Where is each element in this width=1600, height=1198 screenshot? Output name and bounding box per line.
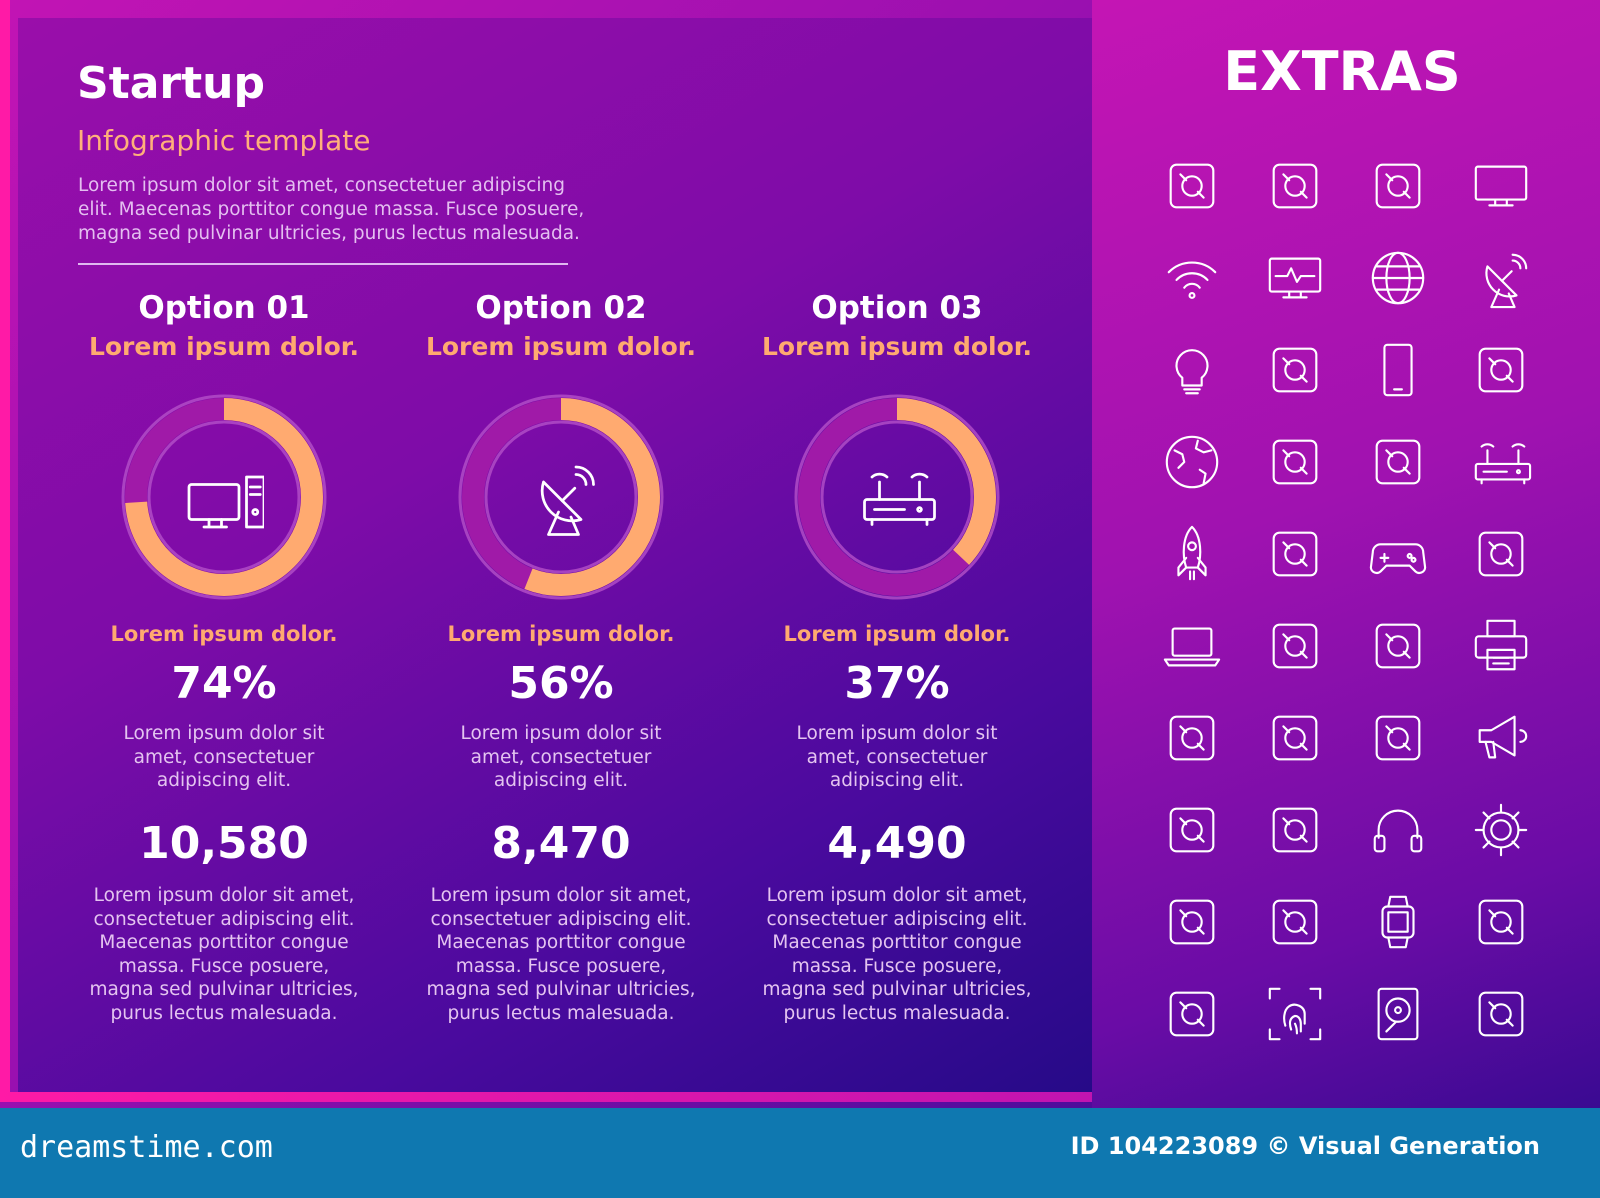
drone-icon — [1449, 876, 1552, 968]
cloud-monitor-icon — [1243, 692, 1346, 784]
option-number: 8,470 — [491, 818, 631, 869]
option-percent: 37% — [844, 658, 950, 709]
footer: dreamstime.com ID 104223089 © Visual Gen… — [0, 1108, 1600, 1198]
donut-fill — [798, 398, 996, 596]
donut-fill — [462, 398, 660, 596]
hard-drive-icon — [1346, 968, 1449, 1060]
footer-credit: ID 104223089 © Visual Generation — [1070, 1132, 1540, 1160]
option-label: Lorem ipsum dolor. — [110, 622, 338, 646]
smartphone-icon — [1346, 324, 1449, 416]
footer-logo: dreamstime.com — [20, 1130, 273, 1165]
donut-inner-ring — [820, 420, 974, 574]
intro-text: Lorem ipsum dolor sit amet, consectetuer… — [78, 175, 585, 244]
wifi-icon — [1140, 232, 1243, 324]
option-description: Lorem ipsum dolor sit amet, consectetuer… — [123, 723, 325, 791]
vr-user-icon — [1140, 692, 1243, 784]
satellite-dish-icon — [1449, 232, 1552, 324]
page-subtitle: Infographic template — [77, 124, 371, 157]
fingerprint-icon — [1243, 968, 1346, 1060]
gear-icon — [1449, 784, 1552, 876]
option-column: Option 02 Lorem ipsum dolor. Lorem ipsum… — [396, 290, 726, 1025]
option-paragraph: Lorem ipsum dolor sit amet, consectetuer… — [426, 885, 696, 1024]
progress-donut — [456, 392, 666, 602]
option-title: Option 03 — [811, 290, 983, 326]
device-sync-icon — [1243, 600, 1346, 692]
pink-border-bottom — [0, 1092, 1100, 1102]
donut-inner-ring — [484, 420, 638, 574]
option-description: Lorem ipsum dolor sit amet, consectetuer… — [796, 723, 998, 791]
pink-border-left — [0, 0, 10, 1100]
page-title: Startup — [77, 58, 265, 109]
smartphone-wifi-icon — [1243, 140, 1346, 232]
option-label: Lorem ipsum dolor. — [783, 622, 1011, 646]
rocket-icon — [1140, 508, 1243, 600]
option-description: Lorem ipsum dolor sit amet, consectetuer… — [460, 723, 662, 791]
globe-www-icon — [1346, 232, 1449, 324]
option-percent: 56% — [508, 658, 614, 709]
extras-panel — [1092, 0, 1600, 1108]
option-subtitle: Lorem ipsum dolor. — [425, 332, 697, 361]
3d-printer-icon — [1449, 968, 1552, 1060]
main-panel — [18, 18, 1092, 1092]
donut-outer-ring — [458, 394, 664, 600]
donut-fill — [125, 398, 323, 596]
satellite-icon — [1346, 600, 1449, 692]
router-icon — [857, 457, 937, 537]
phone-vibrate-icon — [1243, 416, 1346, 508]
option-number: 4,490 — [827, 818, 967, 869]
option-subtitle: Lorem ipsum dolor. — [761, 332, 1033, 361]
monitor-pulse-icon — [1243, 232, 1346, 324]
megaphone-icon — [1449, 692, 1552, 784]
option-label: Lorem ipsum dolor. — [447, 622, 675, 646]
laptop-icon — [1140, 600, 1243, 692]
donut-outer-ring — [794, 394, 1000, 600]
donut-outer-ring — [121, 394, 327, 600]
donut-inner-ring — [147, 420, 301, 574]
lightbulb-icon — [1140, 324, 1243, 416]
projector-icon — [1449, 508, 1552, 600]
devices-icon — [1140, 140, 1243, 232]
molecule-icon — [1449, 324, 1552, 416]
extras-title: EXTRAS — [1223, 40, 1461, 103]
cloud-phone-icon — [1243, 324, 1346, 416]
satellite-dish-icon — [521, 457, 601, 537]
option-subtitle: Lorem ipsum dolor. — [88, 332, 360, 361]
game-console-icon — [1346, 416, 1449, 508]
option-title: Option 01 — [138, 290, 310, 326]
extras-icon-grid — [1140, 140, 1552, 1060]
option-title: Option 02 — [475, 290, 647, 326]
monitor-icon — [1449, 140, 1552, 232]
hand-phone-icon — [1243, 784, 1346, 876]
divider — [78, 263, 568, 265]
option-percent: 74% — [171, 658, 277, 709]
printer-icon — [1449, 600, 1552, 692]
progress-donut — [792, 392, 1002, 602]
headphones-icon — [1346, 784, 1449, 876]
option-column: Option 01 Lorem ipsum dolor. Lorem ipsum… — [59, 290, 389, 1025]
desktop-computer-icon — [184, 457, 264, 537]
gamepad-icon — [1346, 508, 1449, 600]
rocket-launch-icon — [1346, 692, 1449, 784]
chip-icon — [1346, 140, 1449, 232]
smartwatch-hand-icon — [1140, 876, 1243, 968]
earth-icon — [1140, 416, 1243, 508]
vr-headset-icon — [1140, 784, 1243, 876]
router-icon — [1449, 416, 1552, 508]
option-number: 10,580 — [139, 818, 309, 869]
touch-screen-icon — [1243, 508, 1346, 600]
touch-phone-icon — [1243, 876, 1346, 968]
option-column: Option 03 Lorem ipsum dolor. Lorem ipsum… — [732, 290, 1062, 1025]
option-paragraph: Lorem ipsum dolor sit amet, consectetuer… — [762, 885, 1032, 1024]
smartwatch-icon — [1346, 876, 1449, 968]
progress-donut — [119, 392, 329, 602]
option-paragraph: Lorem ipsum dolor sit amet, consectetuer… — [89, 885, 359, 1024]
robot-hand-icon — [1140, 968, 1243, 1060]
